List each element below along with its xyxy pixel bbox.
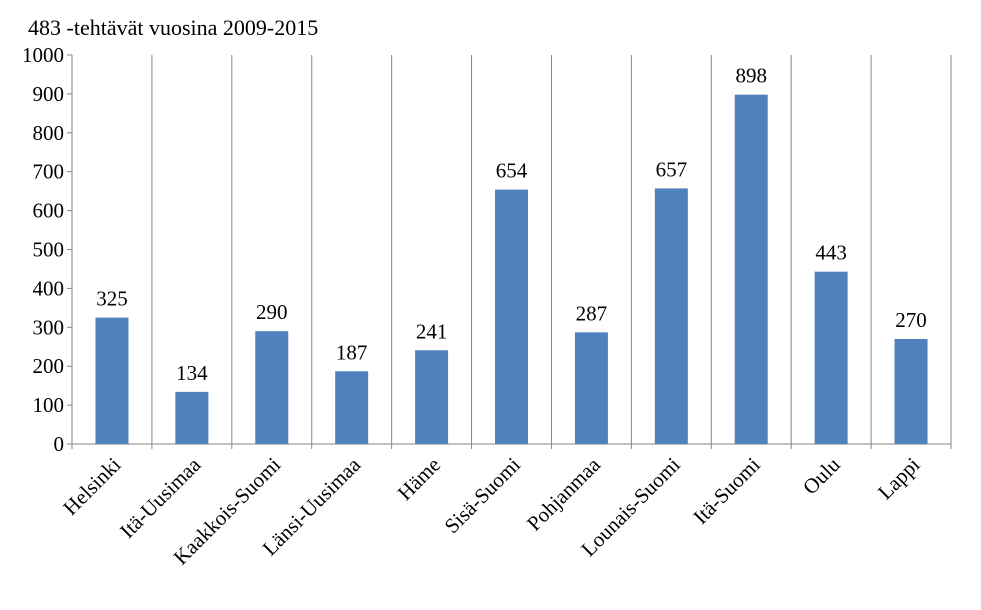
data-label: 287	[576, 301, 608, 325]
bar	[574, 332, 608, 444]
data-label: 270	[895, 308, 927, 332]
y-tick-label: 800	[33, 121, 65, 145]
bar	[255, 331, 289, 444]
y-tick-label: 900	[33, 82, 65, 106]
bar	[495, 189, 528, 444]
bars	[95, 94, 928, 444]
y-tick-label: 300	[33, 315, 65, 339]
y-tick-label: 400	[33, 276, 65, 300]
x-tick-label: Pohjanmaa	[522, 452, 605, 535]
tick-labels: 0 100 200 300 400 500 600 700 800 900 1000 Helsinki…	[22, 43, 925, 569]
data-label: 898	[735, 64, 767, 88]
y-tick-label: 700	[33, 160, 65, 184]
data-label: 325	[96, 287, 128, 311]
data-label: 187	[336, 340, 368, 364]
bar	[734, 94, 768, 444]
y-tick-label: 100	[33, 393, 65, 417]
data-labels: 325 134 290 187 241 654 287 657 898 443 270	[96, 64, 927, 385]
data-label: 134	[176, 361, 208, 385]
x-tick-label: Lappi	[873, 452, 925, 504]
bar	[814, 271, 848, 444]
bar	[654, 188, 688, 444]
y-tick-label: 600	[33, 199, 65, 223]
bar	[95, 317, 129, 444]
data-label: 241	[416, 319, 448, 343]
bar	[335, 371, 369, 444]
bar	[415, 350, 449, 444]
x-tick-label: Sisä-Suomi	[440, 452, 526, 538]
y-tick-label: 0	[54, 432, 65, 456]
chart-title: 483 -tehtävät vuosina 2009-2015	[28, 15, 318, 40]
bar	[894, 338, 928, 444]
x-tick-label: Oulu	[798, 452, 845, 499]
y-tick-label: 200	[33, 354, 65, 378]
x-tick-label: Itä-Suomi	[688, 452, 764, 528]
data-label: 290	[256, 300, 288, 324]
x-tick-label: Helsinki	[58, 452, 125, 519]
data-label: 443	[815, 241, 847, 265]
y-tick-label: 1000	[22, 43, 64, 67]
gridlines	[151, 55, 952, 444]
data-label: 654	[496, 159, 528, 183]
data-label: 657	[656, 157, 688, 181]
bar	[175, 391, 209, 444]
y-tick-label: 500	[33, 238, 65, 262]
x-tick-label: Häme	[393, 453, 445, 505]
